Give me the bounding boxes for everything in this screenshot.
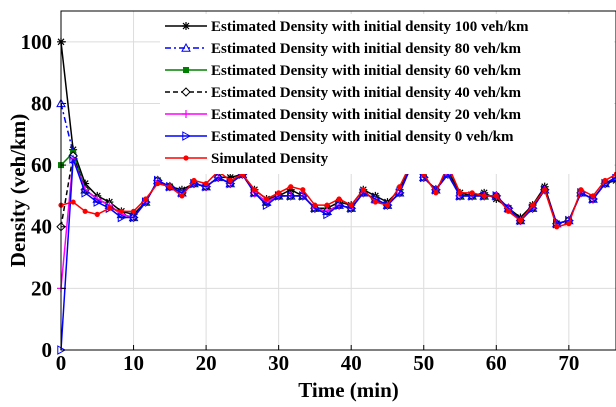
data-point (299, 191, 308, 201)
data-point (203, 180, 209, 187)
legend-marker (181, 87, 191, 97)
data-point (288, 184, 294, 190)
series-lines (56, 37, 616, 355)
data-point (179, 193, 185, 199)
series-line (60, 158, 616, 289)
legend-marker (181, 42, 191, 52)
data-point (529, 202, 536, 208)
y-tick-label: 20 (31, 276, 52, 300)
axis-ticks: 0 10 20 30 40 50 60 70 0 20 40 60 80 100 (21, 30, 580, 375)
y-tick-label: 100 (21, 30, 53, 54)
data-point (517, 217, 524, 224)
data-point (323, 209, 333, 220)
data-point (155, 180, 161, 187)
legend-label: Estimated Density with initial density 6… (211, 63, 522, 79)
data-point (93, 197, 103, 207)
legend-marker (182, 110, 190, 118)
data-point (106, 205, 112, 211)
data-point (251, 187, 258, 193)
data-point (167, 184, 173, 190)
data-point (130, 208, 137, 214)
data-point (226, 173, 235, 182)
legend-label: Estimated Density with initial density 8… (211, 41, 522, 57)
data-point (70, 199, 76, 205)
data-point (129, 212, 139, 223)
data-point (335, 200, 345, 211)
data-point (602, 177, 608, 184)
data-point (214, 172, 224, 183)
x-axis-label: Time (min) (298, 378, 399, 402)
y-tick-label: 40 (31, 215, 52, 239)
legend: Estimated Density with initial density 1… (160, 14, 614, 174)
x-tick-label: 40 (341, 351, 362, 375)
x-tick-label: 70 (558, 351, 579, 375)
data-point (612, 172, 616, 183)
data-point (81, 179, 90, 188)
data-point (566, 221, 572, 227)
data-point (69, 154, 79, 164)
data-point (590, 193, 596, 199)
data-point (312, 202, 318, 208)
data-point (276, 190, 282, 196)
data-point (469, 190, 475, 196)
data-point (384, 202, 391, 208)
data-point (143, 196, 149, 202)
plot-frame (60, 10, 616, 351)
data-point (81, 187, 91, 198)
series-5 (57, 154, 616, 355)
series-line (60, 158, 616, 351)
data-point (612, 173, 616, 182)
data-point (227, 177, 233, 184)
legend-marker (182, 22, 190, 30)
legend-box (160, 14, 614, 174)
data-point (578, 187, 584, 193)
data-point (493, 193, 499, 199)
x-tick-label: 60 (486, 351, 507, 375)
series-4 (57, 154, 616, 293)
y-tick-label: 60 (31, 153, 52, 177)
data-point (118, 208, 125, 214)
series-6 (58, 159, 616, 230)
x-tick-label: 50 (413, 351, 434, 375)
y-tick-label: 80 (31, 91, 52, 115)
data-point (481, 193, 487, 199)
data-point (396, 184, 403, 190)
data-point (360, 187, 366, 193)
data-point (324, 202, 330, 208)
data-point (82, 208, 88, 214)
data-point (336, 196, 342, 202)
data-point (117, 212, 127, 223)
data-point (613, 171, 616, 177)
y-axis-label: Density (veh/km) (6, 114, 30, 267)
data-point (262, 200, 272, 211)
data-point (263, 196, 270, 202)
data-point (287, 191, 296, 201)
data-point (286, 185, 295, 194)
data-point (554, 224, 560, 230)
data-point (191, 177, 197, 184)
data-point (433, 190, 439, 196)
legend-marker (183, 155, 189, 161)
legend-label: Estimated Density with initial density 2… (211, 107, 522, 123)
x-tick-label: 0 (56, 351, 67, 375)
legend-label: Simulated Density (211, 151, 329, 167)
legend-label: Estimated Density with initial density 4… (211, 85, 522, 101)
data-point (94, 211, 100, 217)
legend-label: Estimated Density with initial density 0… (211, 129, 514, 145)
data-point (542, 187, 548, 193)
x-tick-label: 30 (268, 351, 289, 375)
data-point (372, 199, 378, 205)
data-point (505, 208, 512, 214)
x-tick-label: 20 (196, 351, 217, 375)
y-tick-label: 0 (42, 338, 53, 362)
data-point (348, 202, 354, 208)
legend-marker (183, 67, 189, 73)
x-tick-label: 10 (123, 351, 144, 375)
legend-marker (182, 131, 192, 141)
data-point (457, 190, 463, 196)
data-point (300, 187, 306, 193)
legend-label: Estimated Density with initial density 1… (211, 19, 529, 35)
